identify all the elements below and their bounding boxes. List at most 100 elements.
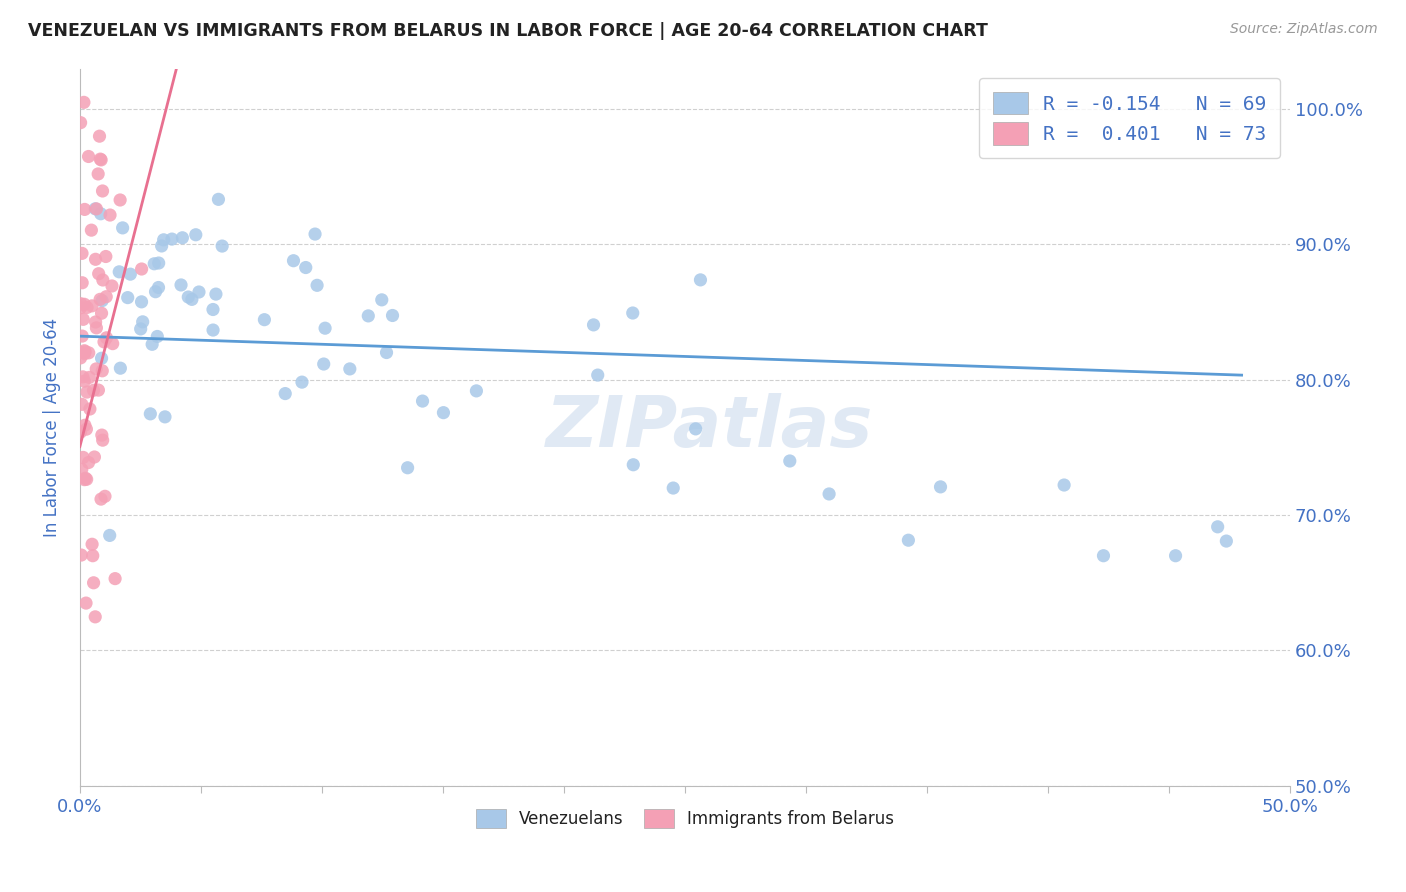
Point	[689, 273, 711, 287]
Point	[76, 472, 98, 486]
Point	[70, 548, 93, 562]
Point	[274, 386, 297, 401]
Point	[177, 290, 200, 304]
Point	[91, 273, 114, 287]
Point	[1092, 549, 1115, 563]
Point	[291, 375, 314, 389]
Point	[153, 409, 176, 424]
Point	[76, 385, 98, 400]
Point	[87, 167, 110, 181]
Point	[253, 312, 276, 326]
Point	[98, 528, 121, 542]
Point	[396, 460, 419, 475]
Point	[307, 278, 329, 293]
Point	[294, 260, 316, 275]
Point	[73, 418, 96, 433]
Point	[96, 331, 118, 345]
Point	[1206, 520, 1229, 534]
Point	[111, 220, 134, 235]
Point	[188, 285, 211, 299]
Point	[170, 277, 193, 292]
Text: Source: ZipAtlas.com: Source: ZipAtlas.com	[1230, 22, 1378, 37]
Point	[80, 299, 103, 313]
Point	[211, 239, 233, 253]
Point	[1164, 549, 1187, 563]
Point	[70, 276, 93, 290]
Point	[79, 402, 101, 417]
Point	[82, 549, 104, 563]
Point	[80, 223, 103, 237]
Point	[83, 384, 105, 398]
Point	[84, 252, 107, 267]
Point	[83, 575, 105, 590]
Point	[339, 362, 361, 376]
Point	[897, 533, 920, 548]
Point	[69, 351, 91, 365]
Point	[77, 149, 100, 163]
Point	[375, 345, 398, 359]
Point	[207, 192, 229, 206]
Point	[205, 287, 228, 301]
Point	[72, 369, 94, 384]
Point	[148, 256, 170, 270]
Point	[202, 323, 225, 337]
Point	[90, 153, 112, 167]
Point	[110, 361, 132, 376]
Point	[101, 336, 124, 351]
Point	[72, 450, 94, 465]
Point	[108, 265, 131, 279]
Point	[89, 293, 111, 307]
Point	[73, 95, 96, 110]
Point	[357, 309, 380, 323]
Point	[432, 406, 454, 420]
Point	[89, 129, 111, 144]
Point	[90, 492, 112, 507]
Point	[150, 239, 173, 253]
Point	[148, 280, 170, 294]
Point	[75, 344, 97, 359]
Point	[76, 301, 98, 315]
Point	[314, 321, 336, 335]
Point	[304, 227, 326, 241]
Point	[94, 250, 117, 264]
Point	[84, 315, 107, 329]
Point	[69, 425, 91, 439]
Point	[91, 184, 114, 198]
Point	[84, 610, 107, 624]
Point	[80, 537, 103, 551]
Point	[93, 334, 115, 349]
Point	[87, 267, 110, 281]
Point	[621, 458, 644, 472]
Point	[75, 422, 97, 436]
Point	[86, 321, 108, 335]
Point	[312, 357, 335, 371]
Point	[131, 262, 153, 277]
Point	[412, 394, 434, 409]
Legend: Venezuelans, Immigrants from Belarus: Venezuelans, Immigrants from Belarus	[470, 802, 901, 835]
Point	[172, 231, 194, 245]
Text: VENEZUELAN VS IMMIGRANTS FROM BELARUS IN LABOR FORCE | AGE 20-64 CORRELATION CHA: VENEZUELAN VS IMMIGRANTS FROM BELARUS IN…	[28, 22, 988, 40]
Point	[143, 257, 166, 271]
Point	[1215, 534, 1237, 549]
Point	[101, 279, 124, 293]
Point	[87, 383, 110, 397]
Point	[69, 296, 91, 310]
Point	[201, 302, 224, 317]
Point	[184, 227, 207, 242]
Point	[73, 347, 96, 361]
Y-axis label: In Labor Force | Age 20-64: In Labor Force | Age 20-64	[44, 318, 60, 537]
Point	[621, 306, 644, 320]
Point	[91, 293, 114, 308]
Point	[69, 301, 91, 315]
Point	[79, 370, 101, 384]
Point	[73, 473, 96, 487]
Point	[73, 297, 96, 311]
Point	[117, 291, 139, 305]
Point	[1053, 478, 1076, 492]
Point	[73, 374, 96, 388]
Point	[90, 207, 112, 221]
Point	[160, 232, 183, 246]
Point	[96, 290, 118, 304]
Point	[582, 318, 605, 332]
Point	[75, 471, 97, 485]
